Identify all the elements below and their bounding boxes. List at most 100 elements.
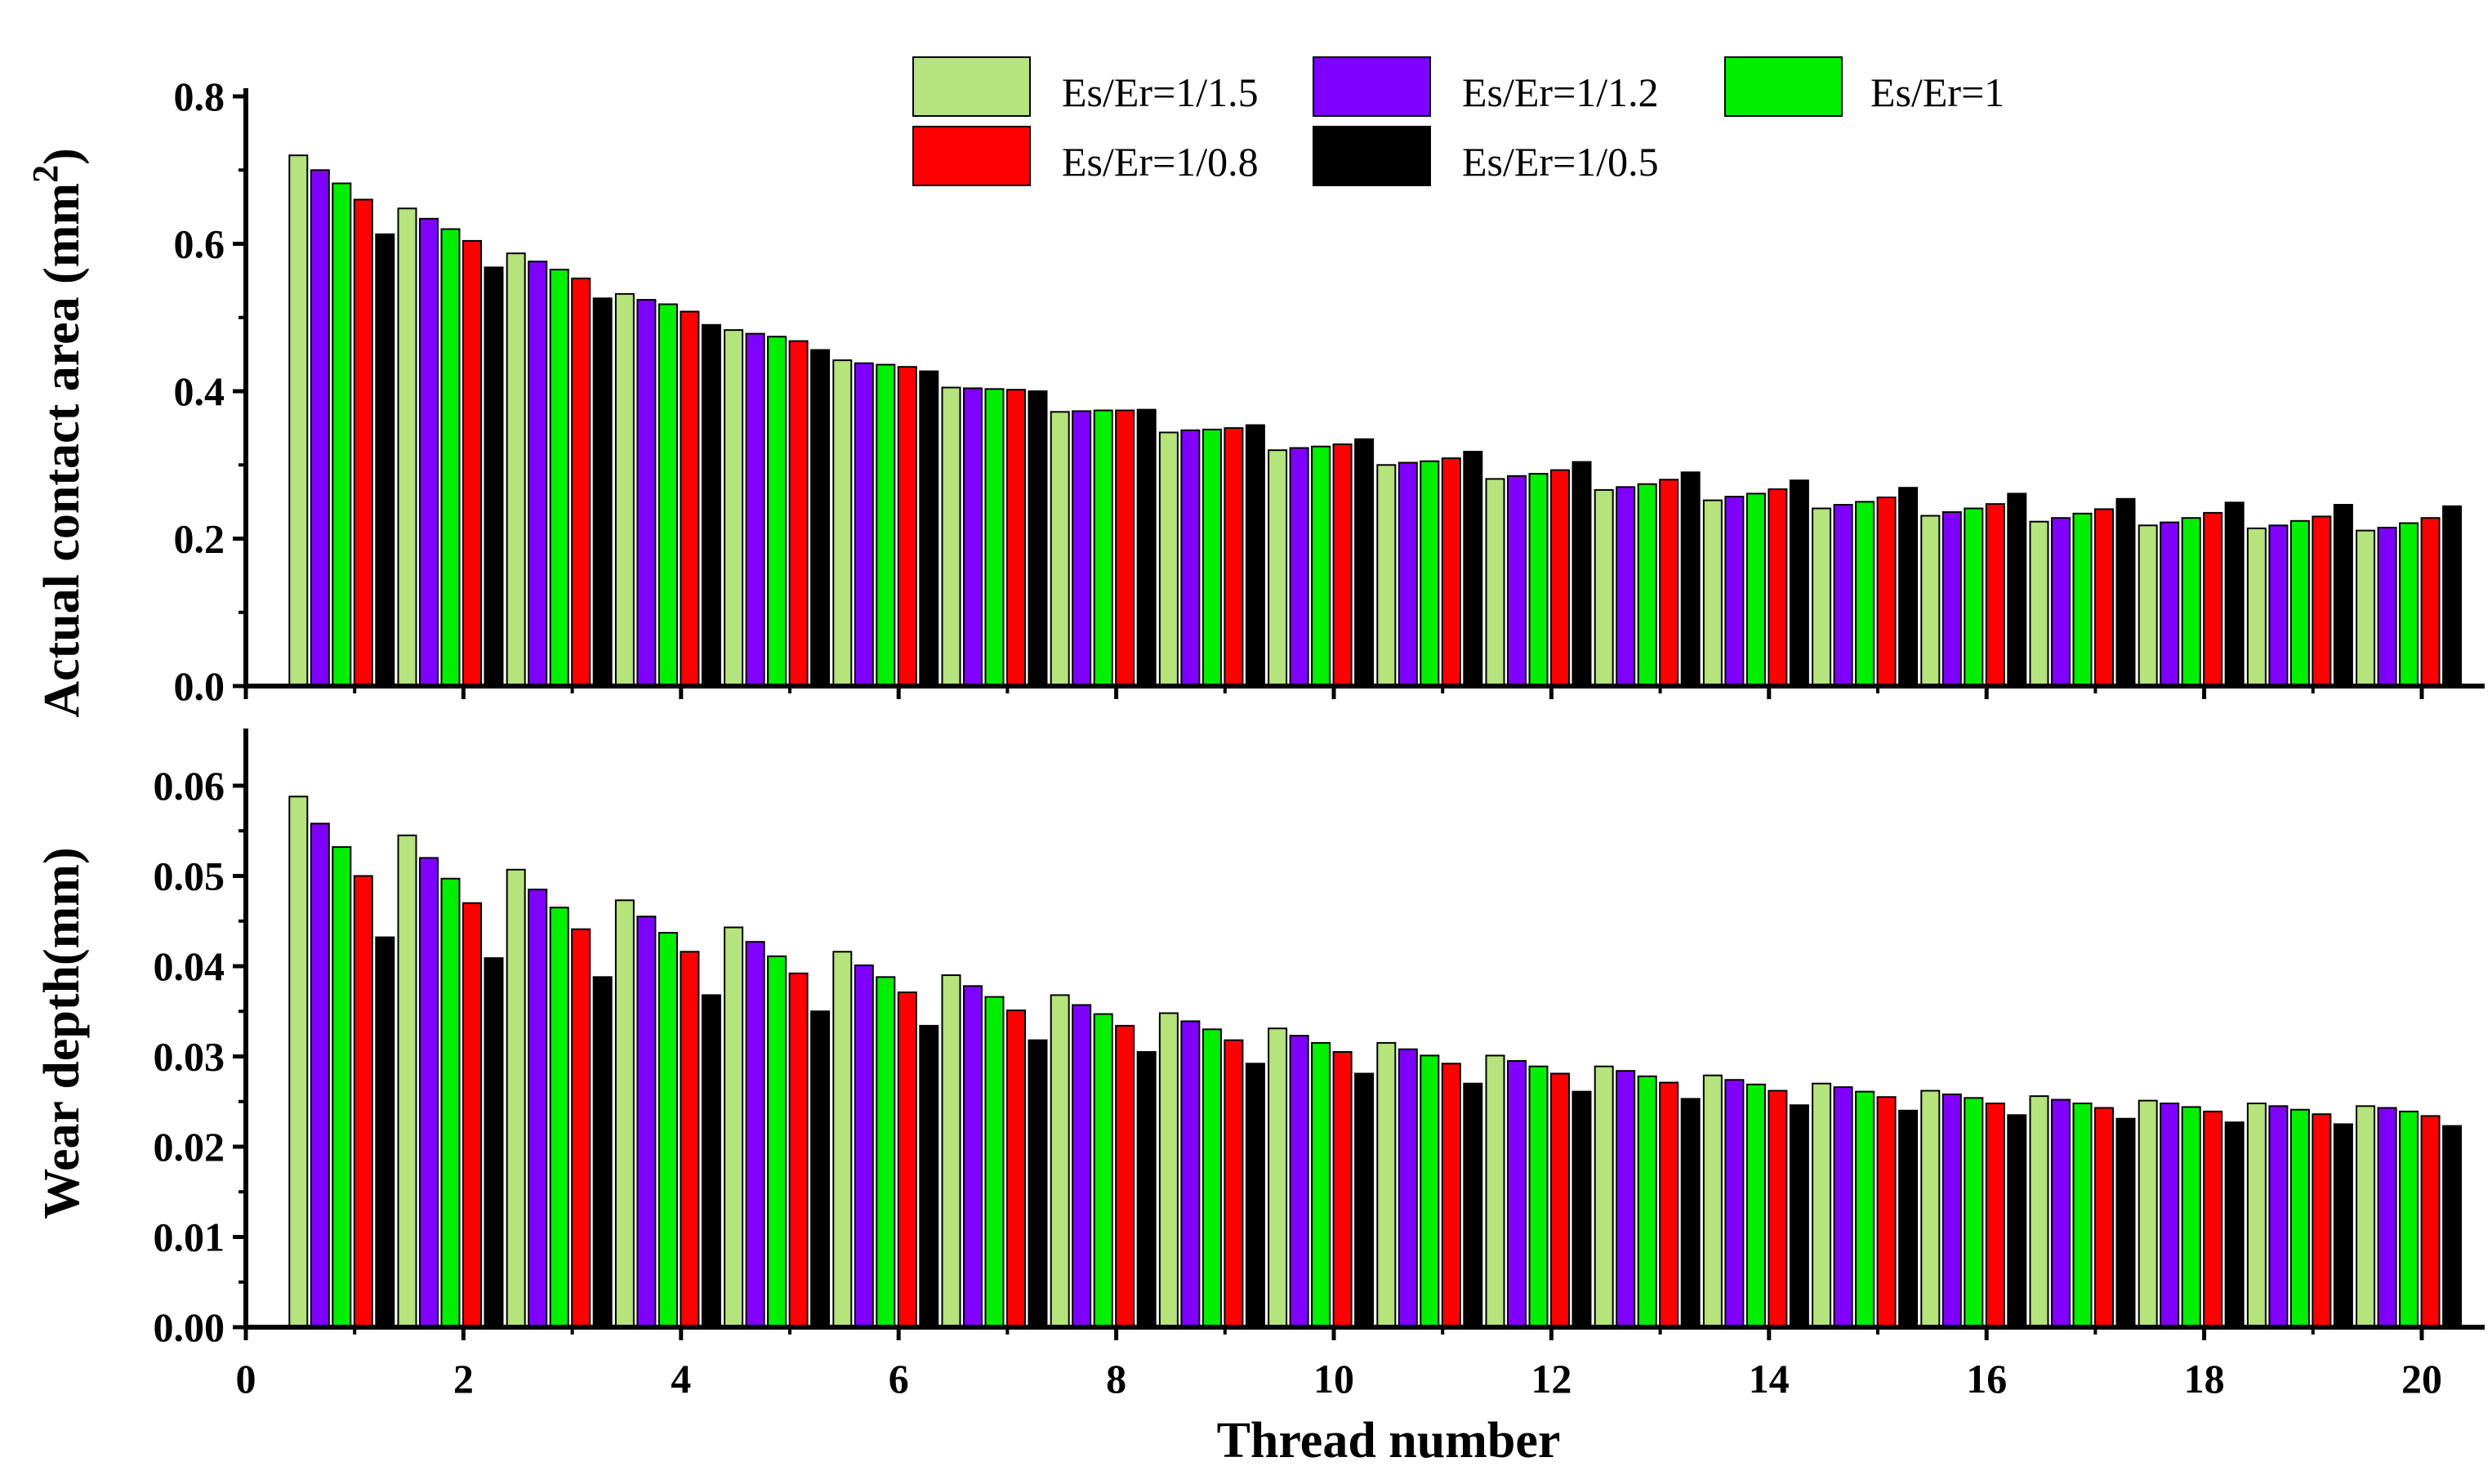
bottom-bar-4-thread-3 (571, 928, 591, 1328)
top-bar-2-thread-7 (963, 387, 983, 687)
top-bar-5-thread-12 (1571, 461, 1592, 687)
bottom-bar-2-thread-11 (1398, 1048, 1418, 1328)
x-tick-label-7: 14 (1749, 1356, 1790, 1402)
top-bar-2-thread-19 (2268, 524, 2289, 687)
top-bar-1-thread-7 (941, 386, 961, 687)
top-bar-5-thread-6 (919, 370, 939, 687)
bottom-bar-4-thread-18 (2203, 1110, 2223, 1329)
top-bar-2-thread-3 (528, 261, 548, 687)
top-bar-1-thread-9 (1158, 431, 1179, 687)
bottom-bar-5-thread-5 (810, 1010, 831, 1329)
bottom-bar-4-thread-8 (1115, 1024, 1135, 1329)
x-tick-label-4: 8 (1106, 1356, 1126, 1402)
bottom-bar-1-thread-1 (288, 795, 309, 1328)
top-bar-2-thread-1 (310, 169, 330, 688)
top-bar-5-thread-11 (1463, 451, 1483, 687)
bottom-bar-3-thread-14 (1745, 1083, 1766, 1329)
bottom-y-tick-label-2: 0.02 (154, 1124, 225, 1170)
bottom-bar-5-thread-17 (2115, 1117, 2136, 1328)
top-bar-5-thread-7 (1028, 390, 1048, 687)
top-bar-5-thread-10 (1354, 438, 1375, 687)
bottom-bar-3-thread-5 (767, 955, 787, 1329)
bottom-bar-1-thread-13 (1594, 1065, 1614, 1328)
top-bar-4-thread-8 (1115, 409, 1135, 687)
bottom-y-tick-label-6: 0.06 (154, 763, 225, 809)
top-bar-5-thread-1 (375, 233, 395, 687)
bottom-bar-1-thread-20 (2356, 1105, 2376, 1329)
top-bar-3-thread-19 (2289, 519, 2310, 687)
top-bar-2-thread-14 (1724, 496, 1745, 687)
top-axes-group: 0.0 0.2 0.4 0.6 0.8 (174, 74, 2485, 709)
bottom-bar-5-thread-8 (1136, 1051, 1157, 1328)
bottom-bar-4-thread-2 (462, 902, 482, 1328)
bottom-bar-3-thread-19 (2289, 1108, 2310, 1328)
top-bar-4-thread-13 (1659, 479, 1679, 687)
bottom-bar-3-thread-3 (549, 907, 569, 1328)
top-bar-4-thread-6 (897, 366, 917, 687)
x-tick-label-0: 0 (236, 1356, 256, 1402)
bottom-bar-5-thread-20 (2442, 1125, 2463, 1328)
top-bar-2-thread-9 (1180, 429, 1201, 687)
bottom-bar-4-thread-13 (1659, 1081, 1679, 1328)
bottom-bar-2-thread-17 (2051, 1099, 2071, 1328)
top-bar-2-thread-18 (2160, 521, 2180, 687)
bottom-bar-3-thread-16 (1964, 1097, 1984, 1329)
bottom-bar-2-thread-18 (2160, 1103, 2180, 1328)
top-bar-3-thread-18 (2181, 517, 2201, 688)
top-bar-1-thread-19 (2246, 527, 2267, 688)
top-bar-2-thread-16 (1941, 511, 1962, 687)
top-bar-5-thread-13 (1680, 471, 1701, 687)
bottom-bar-4-thread-12 (1550, 1072, 1570, 1328)
top-y-axis-title: Actual contact area (mm2) (25, 148, 90, 717)
legend-swatch-2 (1313, 56, 1431, 117)
top-bar-2-thread-11 (1398, 461, 1418, 687)
top-bar-1-thread-10 (1268, 449, 1288, 687)
bottom-bar-2-thread-10 (1289, 1035, 1309, 1328)
bottom-bar-5-thread-18 (2224, 1121, 2245, 1328)
top-bar-5-thread-3 (592, 297, 613, 687)
top-bar-5-thread-18 (2224, 501, 2245, 687)
bottom-bar-4-thread-14 (1768, 1090, 1788, 1328)
bottom-bar-2-thread-7 (963, 985, 983, 1329)
top-y-tick-label-0: 0.0 (174, 663, 225, 709)
top-bar-3-thread-5 (767, 336, 787, 687)
bottom-y-tick-label-5: 0.05 (154, 853, 225, 899)
bottom-bar-1-thread-7 (941, 974, 961, 1328)
x-tick-label-9: 18 (2184, 1356, 2225, 1402)
bottom-bar-5-thread-3 (592, 976, 613, 1329)
top-bar-3-thread-11 (1420, 460, 1440, 687)
top-bar-2-thread-4 (636, 299, 657, 687)
x-tick-label-1: 2 (453, 1356, 474, 1402)
bottom-bar-5-thread-13 (1680, 1098, 1701, 1329)
bottom-bar-3-thread-11 (1420, 1054, 1440, 1329)
top-bar-5-thread-8 (1136, 408, 1157, 687)
x-axis-title: Thread number (1217, 1413, 1561, 1468)
top-bar-1-thread-20 (2356, 529, 2376, 687)
top-bar-3-thread-6 (876, 363, 896, 687)
legend-swatch-5 (1313, 126, 1431, 186)
top-bar-1-thread-3 (506, 252, 526, 687)
bottom-bar-5-thread-7 (1028, 1039, 1048, 1328)
bottom-bar-2-thread-14 (1724, 1079, 1745, 1328)
top-bar-1-thread-4 (614, 292, 635, 687)
bottom-bar-5-thread-19 (2333, 1123, 2353, 1329)
top-bar-3-thread-1 (332, 182, 352, 687)
top-bar-3-thread-16 (1964, 507, 1984, 687)
bottom-bar-2-thread-15 (1833, 1086, 1853, 1328)
top-bar-4-thread-10 (1332, 443, 1353, 687)
top-bar-4-thread-16 (1985, 503, 2005, 687)
top-bar-1-thread-1 (288, 154, 309, 687)
bottom-bar-1-thread-2 (397, 834, 417, 1328)
bottom-bar-4-thread-19 (2311, 1113, 2332, 1328)
bottom-bar-3-thread-6 (876, 976, 896, 1329)
bottom-bar-3-thread-13 (1637, 1075, 1657, 1329)
bottom-y-tick-label-1: 0.01 (154, 1214, 225, 1260)
top-bar-3-thread-12 (1528, 473, 1549, 687)
top-bar-4-thread-14 (1768, 488, 1788, 687)
top-bar-3-thread-4 (658, 303, 678, 687)
top-bar-3-thread-13 (1637, 483, 1657, 688)
top-bar-1-thread-5 (724, 329, 744, 687)
bottom-y-tick-label-0: 0.00 (154, 1304, 225, 1350)
top-bar-2-thread-20 (2377, 527, 2397, 687)
top-bar-5-thread-16 (2007, 492, 2027, 688)
